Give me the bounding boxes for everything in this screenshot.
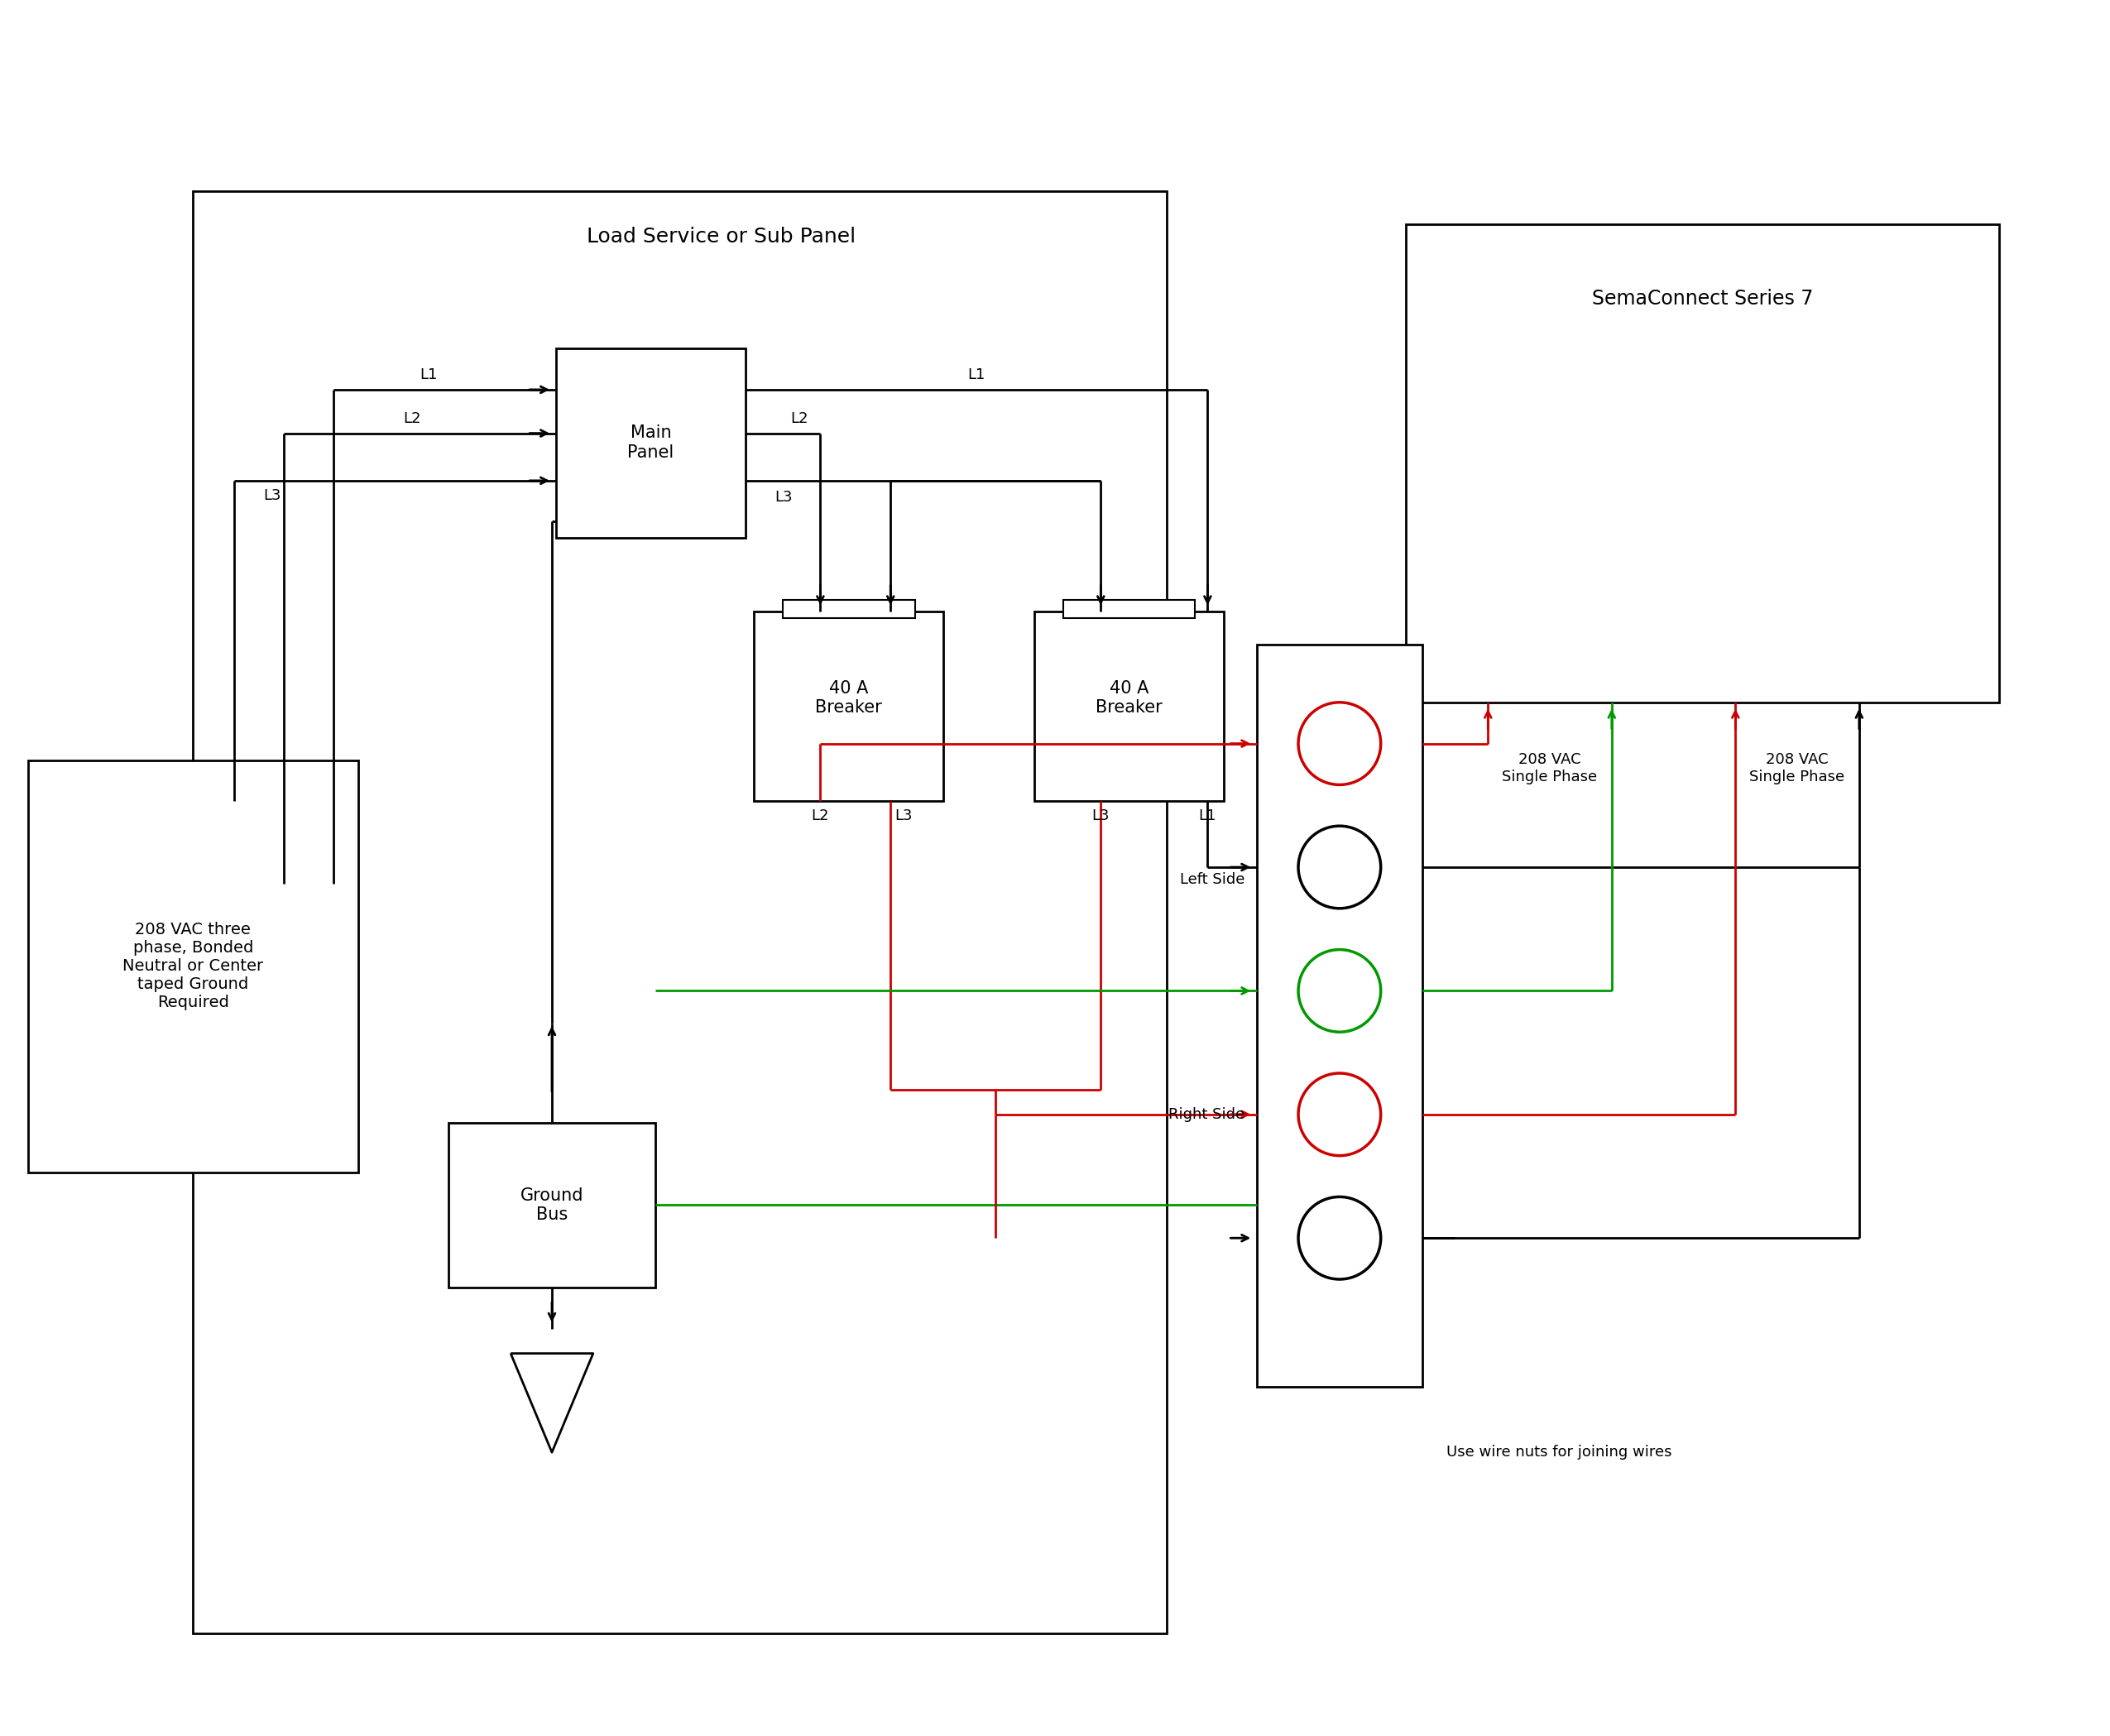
Text: SemaConnect Series 7: SemaConnect Series 7 [1591, 288, 1812, 309]
Text: 40 A
Breaker: 40 A Breaker [1095, 681, 1163, 715]
Text: Right Side: Right Side [1169, 1108, 1245, 1121]
Text: L2: L2 [812, 809, 829, 823]
Text: L1: L1 [420, 368, 437, 382]
Bar [557, 347, 745, 538]
Bar [1063, 601, 1194, 618]
Bar [1405, 224, 2000, 703]
Text: Load Service or Sub Panel: Load Service or Sub Panel [587, 227, 855, 247]
Text: L1: L1 [1198, 809, 1217, 823]
Text: L3: L3 [774, 490, 793, 505]
Bar [449, 1123, 654, 1288]
Text: L2: L2 [403, 411, 420, 425]
Text: Main
Panel: Main Panel [627, 425, 675, 460]
Bar [1034, 611, 1224, 802]
Bar [27, 760, 359, 1172]
Text: Ground
Bus: Ground Bus [521, 1187, 584, 1222]
Text: L3: L3 [1091, 809, 1110, 823]
Text: 40 A
Breaker: 40 A Breaker [814, 681, 882, 715]
Text: 208 VAC three
phase, Bonded
Neutral or Center
taped Ground
Required: 208 VAC three phase, Bonded Neutral or C… [122, 922, 264, 1010]
Bar [783, 601, 916, 618]
Bar [194, 191, 1167, 1634]
Bar [1258, 644, 1422, 1387]
Text: L1: L1 [968, 368, 985, 382]
Text: 208 VAC
Single Phase: 208 VAC Single Phase [1749, 752, 1844, 785]
Bar [753, 611, 943, 802]
Text: L2: L2 [791, 411, 808, 425]
Text: Left Side: Left Side [1179, 871, 1245, 887]
Text: L3: L3 [895, 809, 912, 823]
Text: L3: L3 [264, 488, 281, 503]
Text: 208 VAC
Single Phase: 208 VAC Single Phase [1502, 752, 1597, 785]
Text: Use wire nuts for joining wires: Use wire nuts for joining wires [1447, 1444, 1673, 1460]
